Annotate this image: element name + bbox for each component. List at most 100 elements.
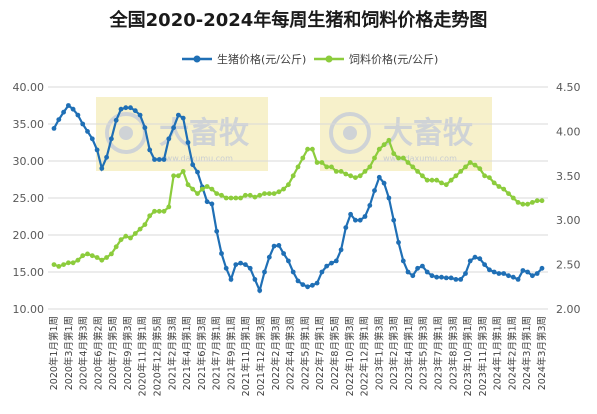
series-point-0	[238, 260, 244, 266]
series-point-0	[61, 109, 66, 115]
watermark-logo-dot	[343, 126, 357, 140]
series-point-1	[204, 184, 210, 189]
series-point-1	[453, 173, 459, 179]
series-point-0	[85, 129, 90, 134]
series-point-0	[305, 284, 310, 290]
series-point-0	[223, 265, 229, 271]
left-tick-label: 15.00	[13, 266, 45, 279]
series-point-0	[362, 214, 368, 219]
series-point-0	[372, 188, 377, 194]
series-point-0	[506, 273, 511, 279]
series-point-0	[539, 265, 545, 271]
series-point-0	[434, 274, 440, 280]
right-tick-label: 4.50	[556, 81, 581, 94]
series-point-0	[243, 262, 248, 267]
series-point-1	[429, 177, 435, 183]
series-point-1	[539, 198, 545, 204]
series-point-0	[530, 273, 535, 279]
series-point-1	[324, 164, 330, 170]
series-point-1	[123, 233, 129, 239]
series-point-1	[195, 191, 200, 197]
x-tick-label: 2020年1月第1周	[48, 316, 60, 390]
series-point-0	[156, 157, 162, 162]
legend-label-0: 生猪价格(元/公斤)	[217, 52, 306, 66]
series-point-1	[137, 226, 143, 232]
series-point-1	[89, 253, 95, 259]
series-point-1	[56, 264, 62, 269]
series-point-0	[185, 140, 191, 145]
x-tick-label: 2023年5月第3周	[418, 316, 430, 390]
series-point-1	[147, 213, 153, 219]
series-point-1	[329, 164, 334, 170]
series-point-0	[357, 217, 363, 223]
series-point-1	[501, 186, 507, 192]
series-point-1	[75, 257, 81, 263]
series-point-1	[467, 160, 473, 165]
x-tick-label: 2022年10月第3周	[344, 316, 356, 396]
series-point-1	[99, 257, 105, 263]
right-tick-label: 2.00	[556, 303, 581, 316]
series-point-1	[262, 191, 267, 197]
series-point-0	[171, 125, 177, 131]
series-point-1	[515, 200, 521, 205]
legend-marker-0	[193, 55, 201, 63]
series-point-0	[496, 271, 502, 276]
series-point-1	[300, 155, 306, 161]
x-tick-label: 2023年10月第1周	[462, 316, 474, 396]
series-point-1	[362, 169, 368, 174]
series-point-1	[61, 262, 66, 267]
series-point-1	[434, 177, 440, 183]
chart-title: 全国2020-2024年每周生猪和饲料价格走势图	[109, 10, 488, 31]
series-point-0	[219, 251, 224, 256]
series-point-1	[487, 175, 492, 181]
series-point-0	[525, 269, 530, 275]
series-point-0	[453, 277, 459, 282]
series-point-0	[214, 228, 220, 234]
series-point-1	[276, 189, 282, 195]
left-tick-label: 20.00	[13, 229, 45, 242]
series-point-0	[180, 115, 186, 121]
series-point-1	[228, 195, 234, 201]
series-point-0	[247, 265, 253, 271]
series-point-0	[534, 271, 540, 276]
series-point-1	[180, 169, 186, 174]
series-point-0	[262, 269, 267, 275]
series-point-1	[219, 192, 224, 198]
series-point-0	[348, 211, 353, 217]
x-tick-label: 2024年2月第1周	[506, 316, 518, 390]
series-point-1	[506, 191, 511, 197]
series-point-0	[396, 240, 401, 245]
x-tick-label: 2020年3月第1周	[63, 316, 75, 390]
series-point-0	[132, 108, 138, 114]
series-point-1	[171, 173, 177, 179]
series-point-1	[391, 151, 397, 157]
left-tick-label: 25.00	[13, 192, 45, 205]
x-tick-label: 2021年12月第3周	[255, 316, 267, 396]
series-point-0	[491, 269, 497, 275]
x-tick-label: 2021年6月第3周	[196, 316, 208, 390]
series-point-0	[300, 282, 306, 287]
series-point-1	[424, 177, 430, 183]
series-point-0	[99, 166, 105, 171]
series-point-0	[319, 269, 325, 275]
series-point-1	[520, 201, 526, 207]
series-point-1	[176, 173, 181, 179]
series-point-0	[477, 256, 483, 262]
series-point-0	[439, 274, 444, 280]
watermark-logo-dot	[119, 126, 133, 140]
series-point-1	[405, 160, 411, 165]
series-point-1	[80, 253, 86, 259]
watermark-url: www.daxumu.com	[159, 154, 233, 163]
series-point-0	[472, 254, 478, 260]
series-point-0	[276, 243, 282, 248]
series-point-0	[80, 121, 86, 127]
series-point-1	[415, 169, 420, 174]
series-point-1	[353, 175, 358, 181]
left-tick-label: 30.00	[13, 155, 45, 168]
series-point-0	[400, 258, 406, 264]
series-point-0	[190, 162, 196, 168]
x-tick-label: 2022年8月第5周	[329, 316, 341, 390]
series-point-0	[482, 262, 487, 267]
series-point-0	[209, 201, 215, 207]
series-point-1	[534, 198, 540, 204]
